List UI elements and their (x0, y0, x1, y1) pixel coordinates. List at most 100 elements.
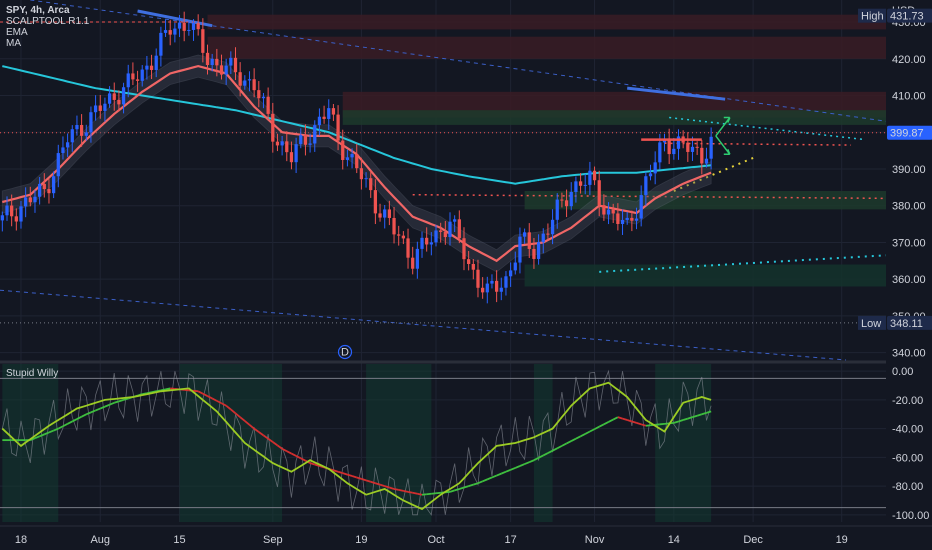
time-tick-label: 19 (355, 534, 367, 546)
osc-slow-line (570, 437, 577, 442)
osc-tick-label: 0.00 (892, 366, 913, 378)
osc-slow-line (486, 476, 493, 481)
osc-slow-line (407, 490, 413, 494)
osc-slow-line (342, 472, 348, 476)
price-tick-label: 420.00 (892, 54, 926, 66)
candle-body (177, 22, 182, 29)
candle-body (373, 190, 378, 214)
candle-body (233, 57, 238, 73)
candle-body (107, 93, 112, 104)
osc-slow-line (53, 427, 59, 432)
time-tick-label: Dec (743, 534, 763, 546)
candle-body (383, 209, 387, 218)
price-zone (207, 14, 887, 30)
symbol-title[interactable]: SPY, 4h, Arca (6, 5, 70, 16)
candle-body (303, 135, 308, 145)
osc-slow-line (113, 400, 120, 404)
osc-slow-line (267, 437, 274, 443)
osc-slow-line (99, 405, 106, 410)
osc-slow-line (291, 452, 297, 457)
time-tick-label: 18 (15, 534, 27, 546)
osc-slow-line (477, 480, 483, 485)
candle-body (606, 209, 611, 215)
dotted-level-red (664, 142, 852, 146)
osc-slow-line (514, 465, 521, 469)
osc-tick-label: -60.00 (892, 452, 923, 464)
osc-slow-line (389, 486, 395, 490)
osc-slow-line (510, 467, 516, 471)
candle-body (201, 29, 205, 53)
osc-slow-line (473, 482, 479, 486)
price-axis-bg (886, 0, 932, 550)
indicator-ma-label[interactable]: MA (6, 38, 21, 49)
time-axis[interactable]: 18 Aug 15 Sep 19 Oct 17 Nov 14 Dec 19 (0, 525, 932, 546)
candle-body (429, 242, 433, 245)
candle-body (98, 105, 102, 111)
candle-body (261, 96, 266, 99)
candle-body (508, 270, 513, 277)
candle-body (173, 28, 177, 35)
osc-slow-line (160, 388, 166, 392)
price-zone (342, 110, 887, 125)
osc-slow-line (566, 440, 572, 445)
time-tick-label: 15 (173, 534, 185, 546)
price-axis[interactable]: USD340.00350.00360.00370.00380.00390.004… (858, 0, 932, 550)
osc-slow-line (692, 414, 698, 419)
osc-slow-line (361, 478, 367, 482)
candle-body (532, 248, 536, 259)
osc-slow-line (589, 428, 595, 433)
oscillator-title[interactable]: Stupid Willy (6, 368, 59, 379)
time-tick-label: 14 (668, 534, 680, 546)
osc-slow-line (370, 480, 376, 485)
candle-body (634, 218, 639, 221)
osc-slow-line (375, 482, 381, 486)
osc-slow-line (403, 489, 409, 493)
candle-body (602, 205, 606, 215)
osc-slow-line (505, 468, 511, 473)
candle-body (51, 176, 56, 194)
event-marker[interactable]: D (337, 344, 353, 360)
osc-fast-line[interactable] (1, 381, 712, 511)
osc-slow-line (118, 399, 124, 403)
candle-body (709, 136, 713, 159)
candle-body (163, 30, 168, 33)
candle-body (485, 283, 489, 293)
osc-slow-line (234, 412, 241, 418)
low-tag-bg (887, 315, 932, 330)
candle-body (550, 219, 555, 235)
candle-body (149, 65, 154, 70)
candle-body (695, 146, 699, 148)
osc-slow-line (57, 425, 64, 430)
osc-slow-line (491, 474, 497, 479)
candle-body (439, 230, 443, 232)
osc-slow-line (519, 463, 525, 467)
candle-body (280, 141, 284, 146)
osc-slow-line (276, 444, 283, 450)
osc-slow-line (580, 433, 586, 438)
osc-slow-line (384, 485, 390, 489)
high-tag-value: 431.73 (890, 11, 924, 23)
dividend-label: D (341, 347, 349, 359)
osc-slow-line (496, 472, 502, 477)
osc-slow-line (39, 433, 45, 438)
candle-body (210, 58, 214, 65)
osc-slow-line (500, 470, 507, 475)
arrow-icon (723, 116, 731, 123)
candle-body (583, 184, 587, 186)
candle-body (406, 238, 410, 258)
high-tag-bg (887, 8, 932, 23)
indicator-scalptool-label[interactable]: SCALPTOOL R1.1 (6, 16, 90, 27)
osc-slow-line (603, 421, 609, 426)
osc-slow-line (575, 435, 581, 440)
osc-slow-line (34, 435, 40, 440)
last-price-tag-bg (887, 125, 932, 140)
osc-slow-line (281, 447, 288, 452)
dividend-icon[interactable] (337, 344, 353, 360)
osc-slow-line (230, 408, 237, 415)
indicator-ema-label[interactable]: EMA (6, 27, 28, 38)
upper-trend-line (30, 0, 887, 122)
candle-body (89, 112, 93, 133)
osc-slow-line (561, 442, 567, 447)
osc-slow-line (197, 390, 204, 395)
